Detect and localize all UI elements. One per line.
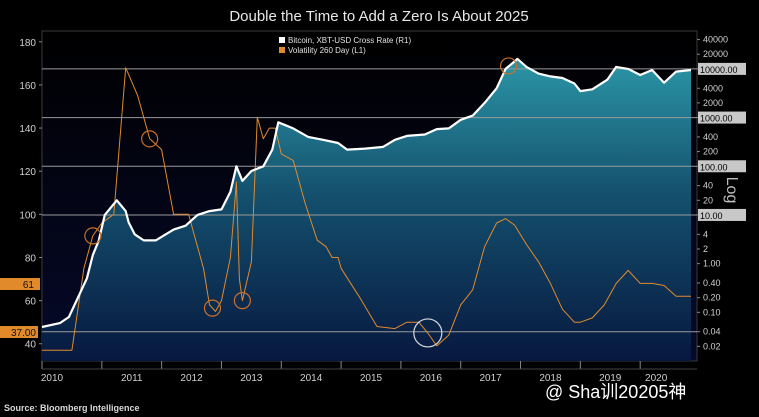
current-value-label: 61 — [23, 280, 35, 291]
source-note: Source: Bloomberg Intelligence — [4, 403, 140, 413]
legend-label-volatility: Volatility 260 Day (L1) — [288, 46, 366, 55]
chart-title: Double the Time to Add a Zero Is About 2… — [229, 8, 528, 25]
left-tick-label: 60 — [25, 297, 37, 308]
legend-label-bitcoin: Bitcoin, XBT-USD Cross Rate (R1) — [288, 36, 411, 45]
bitcoin-series — [41, 57, 692, 329]
bitcoin-area-fill — [42, 58, 691, 362]
highlight-circle — [203, 299, 222, 317]
highlight-circle — [233, 292, 251, 310]
highlight-circle — [499, 57, 518, 75]
reference-label-box — [698, 111, 746, 124]
right-tick-label: 400 — [703, 132, 718, 142]
right-tick-label: 20000 — [703, 49, 728, 59]
highlight-circle — [84, 227, 102, 245]
x-tick-label: 2014 — [300, 373, 323, 384]
reference-line-labels: 10000.00 1000.00 100.00 10.00 — [698, 62, 746, 221]
x-tick-label: 2017 — [480, 373, 503, 384]
x-tick-label: 2018 — [539, 373, 562, 384]
current-value-badge: 61 — [0, 278, 40, 291]
right-tick-label: 40 — [703, 181, 713, 191]
reference-label-box — [698, 208, 746, 221]
bitcoin-line — [41, 57, 692, 329]
left-tick-label: 160 — [19, 81, 36, 92]
left-axis: 40 60 80 100 120 140 160 180 — [19, 38, 42, 351]
right-tick-label: 0.10 — [703, 307, 721, 317]
right-tick-label: 4000 — [703, 83, 723, 93]
right-tick-label: 0.40 — [703, 278, 721, 288]
x-tick-label: 2016 — [420, 373, 443, 384]
bottom-value-label: 37.00 — [11, 328, 36, 339]
left-tick-label: 40 — [25, 340, 37, 351]
x-tick-label: 2020 — [645, 373, 668, 384]
right-tick-label: 1.00 — [703, 259, 721, 269]
left-tick-label: 180 — [19, 38, 36, 49]
right-tick-label: 4 — [703, 229, 708, 239]
bottom-value-badge: 37.00 — [0, 326, 38, 339]
bitcoin-area — [42, 58, 691, 362]
right-tick-label: 2000 — [703, 98, 723, 108]
right-tick-label: 200 — [703, 147, 718, 157]
highlight-circles — [84, 57, 518, 348]
right-tick-label: 0.20 — [703, 293, 721, 303]
legend-swatch-volatility — [279, 47, 285, 53]
left-tick-label: 120 — [19, 167, 36, 178]
highlight-circle — [413, 318, 443, 348]
right-tick-label: 0.02 — [703, 341, 721, 351]
reference-lines — [42, 68, 697, 333]
reference-label: 100.00 — [700, 162, 728, 172]
reference-label-box — [698, 160, 746, 173]
x-tick-label: 2012 — [180, 373, 203, 384]
x-axis: 2010 2011 2012 2013 2014 2015 2016 2017 2018 2019… — [41, 361, 697, 384]
left-tick-label: 100 — [19, 210, 36, 221]
right-tick-label: 2 — [703, 244, 708, 254]
reference-label: 10000.00 — [700, 65, 738, 75]
highlight-circle — [141, 130, 159, 148]
right-tick-label: 20 — [703, 195, 713, 205]
x-tick-label: 2011 — [121, 373, 143, 384]
right-tick-label: 0.04 — [703, 327, 721, 337]
reference-label: 10.00 — [700, 211, 723, 221]
x-tick-label: 2019 — [599, 373, 622, 384]
reference-label-box — [698, 62, 746, 75]
reference-label: 1000.00 — [700, 114, 733, 124]
volatility-series — [42, 67, 691, 351]
x-tick-label: 2015 — [360, 373, 383, 384]
x-tick-label: 2010 — [41, 373, 64, 384]
legend-swatch-bitcoin — [279, 37, 285, 43]
left-tick-label: 140 — [19, 124, 36, 135]
volatility-line — [42, 67, 691, 351]
right-tick-label: 40000 — [703, 35, 728, 45]
x-tick-label: 2013 — [240, 373, 263, 384]
right-axis-label: Log — [723, 177, 740, 204]
left-tick-label: 80 — [25, 253, 37, 264]
legend: Bitcoin, XBT-USD Cross Rate (R1) Volatil… — [276, 34, 446, 56]
watermark: @ Sha训20205神 — [545, 382, 686, 402]
